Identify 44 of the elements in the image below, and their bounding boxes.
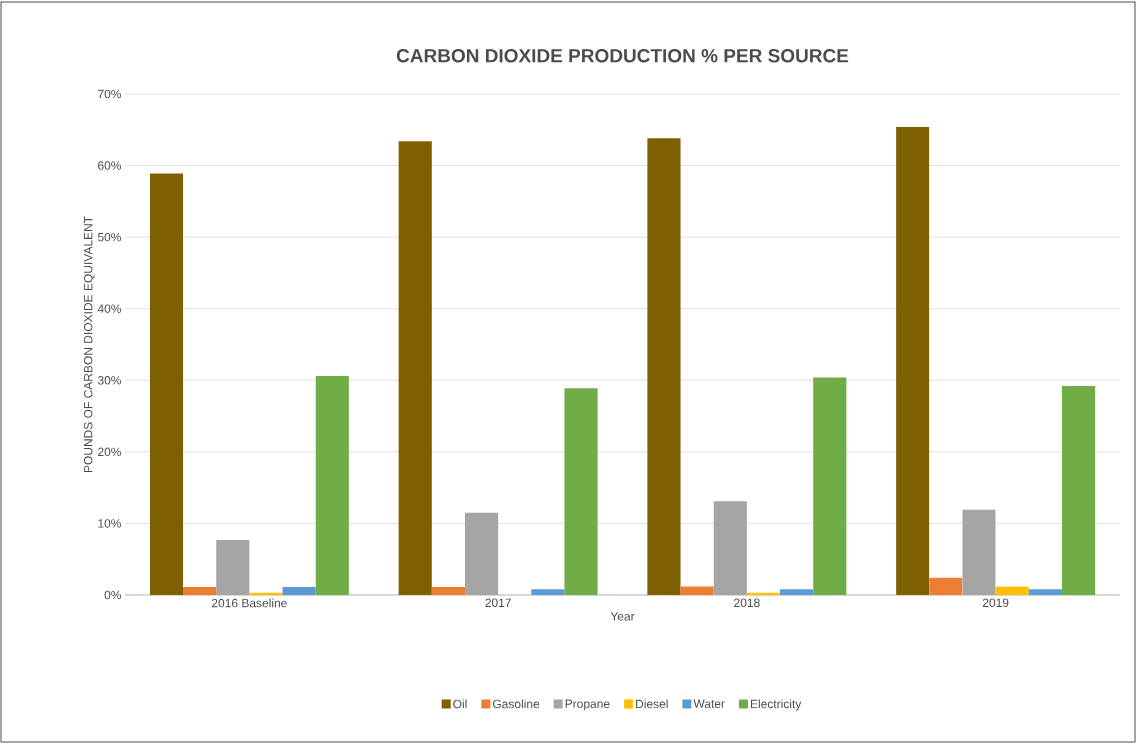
x-tick-label: 2019 (982, 598, 1009, 608)
x-axis-title: Year (610, 612, 635, 621)
x-tick-label: 2017 (485, 598, 511, 608)
bar (431, 587, 465, 595)
bar (929, 577, 963, 595)
y-axis-title: POUNDS OF CARBON DIOXIDE EQUIVALENT (83, 216, 95, 473)
legend-label: Diesel (636, 699, 668, 709)
y-tick-label: 20% (98, 447, 122, 457)
legend-label: Gasoline (492, 699, 540, 709)
legend-label: Propane (565, 699, 610, 711)
bar (995, 586, 1029, 595)
legend-label: Electricity (750, 699, 802, 711)
bar (282, 587, 316, 595)
y-tick-label: 50% (97, 232, 122, 242)
bar (1028, 589, 1062, 595)
bar (1061, 386, 1096, 595)
bar (249, 592, 283, 595)
y-tick-label: 70% (98, 89, 122, 99)
bar (746, 592, 781, 595)
x-tick-label: 2018 (734, 598, 760, 608)
bar (531, 589, 565, 595)
y-tick-label: 0% (104, 590, 122, 600)
x-tick-label: 2016 Baseline (211, 598, 287, 608)
y-tick-label: 10% (98, 519, 122, 528)
bar (680, 586, 714, 595)
chart-title: CARBON DIOXIDE PRODUCTION % PER SOURCE (396, 49, 849, 63)
bar (813, 377, 847, 595)
bar (780, 589, 814, 595)
legend-label: Water (693, 699, 725, 708)
bar (183, 587, 217, 595)
bar (315, 375, 349, 595)
y-tick-label: 40% (97, 304, 122, 313)
bar (149, 173, 184, 595)
bar (464, 512, 499, 595)
bar (398, 141, 432, 595)
bar (647, 138, 681, 595)
bar (896, 126, 930, 595)
bar (962, 509, 996, 595)
legend-label: Oil (453, 699, 467, 709)
bar (564, 388, 598, 595)
bar (713, 501, 747, 595)
y-tick-label: 60% (98, 161, 122, 170)
y-tick-label: 30% (97, 376, 122, 385)
bar (216, 539, 250, 595)
